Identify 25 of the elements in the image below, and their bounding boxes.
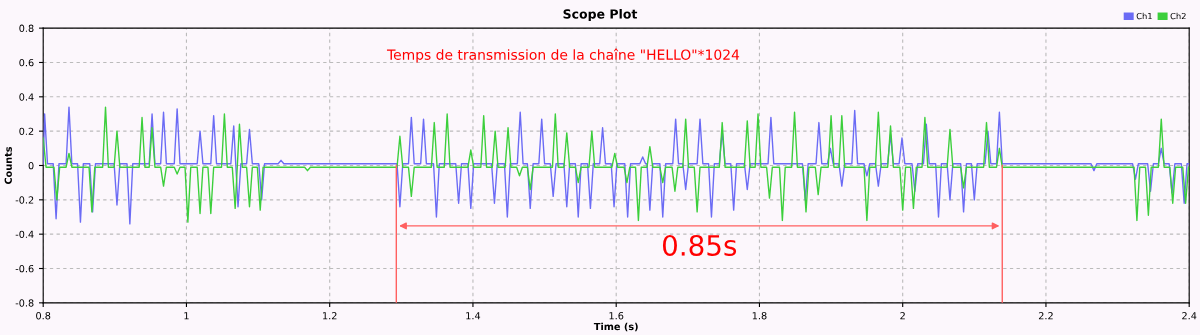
y-tick-label: -0.4 [15, 230, 34, 238]
y-axis-title: Counts [4, 146, 12, 185]
y-tick-label: 0.8 [19, 24, 34, 32]
x-tick-label: 0.8 [36, 312, 51, 320]
y-tick-label: 0.6 [19, 58, 34, 67]
x-tick-label: 1.8 [752, 312, 767, 320]
x-tick-label: 1.6 [609, 312, 624, 320]
legend-label: Ch1 [1136, 12, 1152, 20]
y-tick-label: -0.8 [15, 299, 34, 307]
y-tick-label: 0 [28, 161, 34, 170]
y-tick-label: 0.4 [19, 93, 34, 101]
x-tick-label: 1.4 [466, 312, 481, 320]
x-tick-label: 1.2 [323, 312, 337, 320]
y-tick-label: -0.2 [15, 196, 34, 204]
x-tick-label: 2.2 [1038, 312, 1053, 320]
x-tick-label: 1 [184, 312, 189, 320]
x-tick-label: 2.4 [1182, 312, 1197, 320]
x-axis-title: Time (s) [593, 322, 638, 332]
chart-title: Scope Plot [563, 9, 638, 22]
annotation: 0.85s [662, 234, 737, 256]
y-tick-label: 0.2 [19, 127, 34, 135]
x-tick-label: 2 [900, 312, 905, 320]
legend-label: Ch2 [1170, 12, 1186, 20]
y-tick-label: -0.6 [15, 264, 34, 273]
annotation: Temps de transmission de la chaîne "HELLO"*1024 [386, 48, 740, 63]
